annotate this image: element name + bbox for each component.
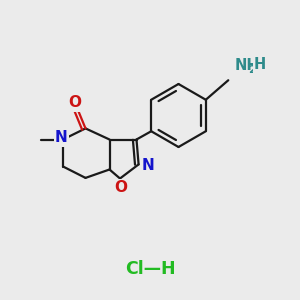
Text: NH: NH bbox=[234, 58, 259, 73]
Text: N: N bbox=[55, 130, 68, 146]
Text: N: N bbox=[141, 158, 154, 173]
Text: Cl—H: Cl—H bbox=[125, 260, 175, 278]
Text: O: O bbox=[114, 180, 127, 195]
Text: 2: 2 bbox=[248, 65, 256, 75]
Text: O: O bbox=[68, 95, 82, 110]
Text: H: H bbox=[254, 57, 266, 72]
